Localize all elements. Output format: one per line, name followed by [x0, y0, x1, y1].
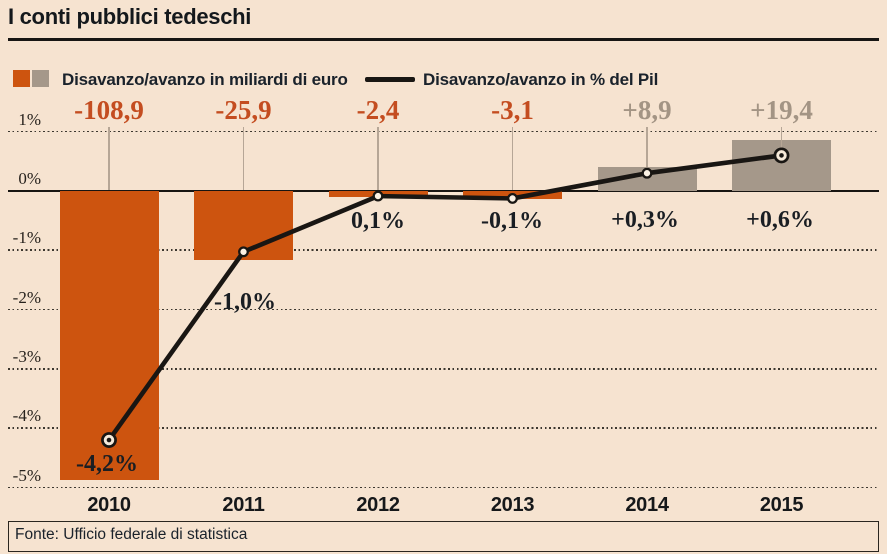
bar-value-label-2011: -25,9: [215, 95, 272, 125]
gridline-1pct: [8, 130, 879, 133]
x-axis-label-2011: 2011: [222, 494, 265, 516]
y-axis-label-0pct: 0%: [18, 169, 41, 188]
chart-title: I conti pubblici tedeschi: [8, 4, 252, 29]
bar-value-label-2014: +8,9: [622, 95, 672, 125]
x-axis-label-2015: 2015: [759, 494, 804, 516]
bar-value-label-2013: -3,1: [491, 95, 534, 125]
bar-value-label-2010: -108,9: [74, 95, 144, 125]
title-rule: [8, 38, 879, 41]
x-axis-label-2014: 2014: [625, 494, 669, 516]
bar-2012: [328, 191, 428, 198]
legend-label-line: Disavanzo/avanzo in % del Pil: [423, 70, 659, 89]
bar-2013: [463, 191, 562, 200]
source-box: Fonte: Ufficio federale di statistica: [8, 521, 879, 552]
bar-value-label-2012: -2,4: [356, 95, 400, 125]
x-axis-label-2010: 2010: [87, 494, 131, 516]
callout-line-2015: [780, 127, 783, 151]
bar-2014: [597, 167, 697, 191]
y-axis-label--4pct: -4%: [12, 406, 41, 426]
line-value-label-2014: +0,3%: [611, 207, 679, 233]
line-value-label-2015: +0,6%: [746, 207, 814, 233]
line-value-label-2011: -1,0%: [214, 289, 276, 315]
line-value-label-2012: 0,1%: [351, 208, 405, 234]
gridline--5pct: [8, 486, 879, 489]
y-axis-label--3pct: -3%: [12, 346, 41, 366]
x-axis-label-2012: 2012: [356, 494, 400, 516]
legend-line-swatch: [365, 77, 415, 82]
x-axis-label-2013: 2013: [490, 494, 535, 516]
y-axis-label-1pct: 1%: [18, 109, 41, 129]
callout-line-2013: [511, 127, 514, 190]
bar-value-label-2015: +19,4: [750, 95, 813, 125]
bar-2011: [194, 191, 293, 260]
legend-label-bars: Disavanzo/avanzo in miliardi di euro: [62, 70, 348, 89]
y-axis-label--1pct: -1%: [12, 228, 41, 248]
line-value-label-2010: -4,2%: [76, 451, 138, 477]
callout-line-2014: [646, 127, 648, 170]
legend-swatch-orange: [13, 70, 30, 87]
y-axis-label--5pct: -5%: [12, 465, 41, 485]
callout-line-2010: [108, 127, 110, 190]
callout-line-2011: [242, 127, 245, 190]
source-text: Fonte: Ufficio federale di statistica: [15, 526, 248, 543]
callout-line-2012: [377, 127, 379, 190]
legend-swatch-gray: [32, 70, 49, 87]
line-value-label-2013: -0,1%: [481, 208, 543, 234]
bar-2010: [59, 191, 159, 480]
y-axis-label--2pct: -2%: [12, 287, 41, 307]
